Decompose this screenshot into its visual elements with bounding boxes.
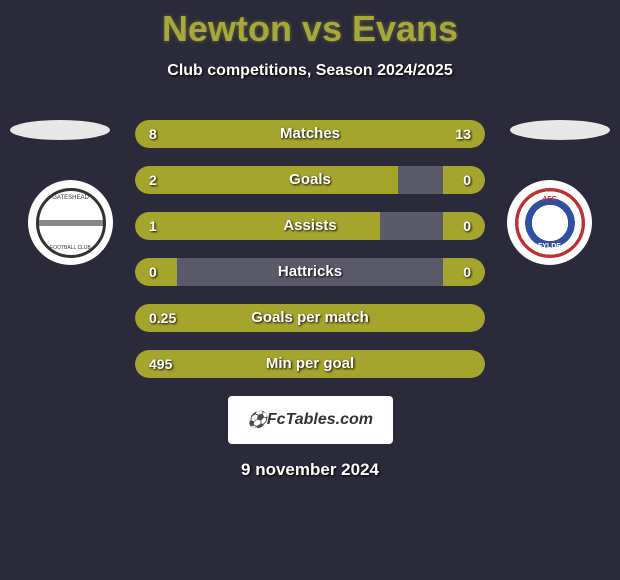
right-team-badge [507,180,592,265]
stat-row-assists: 1 Assists 0 [135,212,485,240]
brand-text: FcTables.com [267,411,373,429]
left-team-badge [28,180,113,265]
stat-row-matches: 8 Matches 13 [135,120,485,148]
stat-row-min-per-goal: 495 Min per goal [135,350,485,378]
stat-label: Goals per match [135,304,485,332]
page-subtitle: Club competitions, Season 2024/2025 [0,62,620,80]
stat-label: Matches [135,120,485,148]
left-player-oval [10,120,110,140]
date-text: 9 november 2024 [10,460,610,480]
stat-right-value: 0 [463,212,471,240]
stats-bars: 8 Matches 13 2 Goals 0 1 Assists 0 0 Hat… [135,120,485,378]
stat-right-value: 0 [463,166,471,194]
brand-icon: ⚽ [247,410,264,430]
page-title: Newton vs Evans [0,0,620,50]
stat-label: Assists [135,212,485,240]
stat-row-goals-per-match: 0.25 Goals per match [135,304,485,332]
stat-right-value: 0 [463,258,471,286]
stat-label: Hattricks [135,258,485,286]
stat-row-hattricks: 0 Hattricks 0 [135,258,485,286]
brand-footer: ⚽ FcTables.com [228,396,393,444]
gateshead-badge-icon [36,188,106,258]
stat-row-goals: 2 Goals 0 [135,166,485,194]
comparison-area: 8 Matches 13 2 Goals 0 1 Assists 0 0 Hat… [0,120,620,480]
stat-label: Goals [135,166,485,194]
right-player-oval [510,120,610,140]
fylde-badge-icon [515,188,585,258]
stat-label: Min per goal [135,350,485,378]
stat-right-value: 13 [455,120,471,148]
